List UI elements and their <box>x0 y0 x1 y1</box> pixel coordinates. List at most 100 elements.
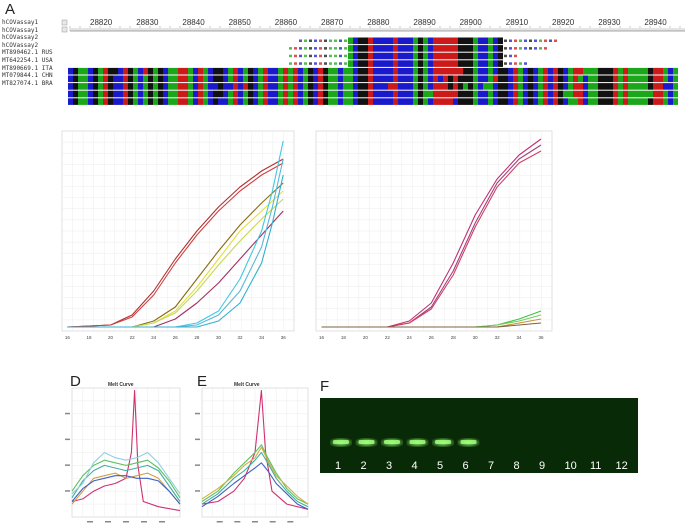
alignment-scroll-corner-2[interactable] <box>61 26 68 33</box>
base-block <box>428 52 433 60</box>
base-block <box>108 75 113 83</box>
base-block <box>338 90 343 98</box>
base-block <box>83 67 88 75</box>
base-block <box>388 75 393 83</box>
alignment-scroll-corner[interactable] <box>61 19 68 26</box>
base-block <box>568 75 573 83</box>
assay-base-letter <box>304 39 307 42</box>
sequence-alignment <box>0 18 685 120</box>
base-block <box>358 67 363 75</box>
assay-base-letter <box>509 39 512 42</box>
assay-base-letter <box>519 39 522 42</box>
base-block <box>508 83 513 90</box>
melt-curve-chart-e: Melt Curve <box>190 380 310 527</box>
base-block <box>333 98 338 105</box>
base-block <box>408 52 413 60</box>
base-block <box>548 90 553 98</box>
base-block <box>203 90 208 98</box>
base-block <box>403 60 408 67</box>
base-block <box>398 45 403 52</box>
base-block <box>598 90 603 98</box>
base-block <box>293 98 298 105</box>
base-block <box>478 98 483 105</box>
base-block <box>223 90 228 98</box>
base-block <box>608 98 613 105</box>
base-block <box>598 98 603 105</box>
base-block <box>428 60 433 67</box>
base-block <box>163 67 168 75</box>
base-block <box>573 67 578 75</box>
base-block <box>483 83 488 90</box>
base-block <box>593 75 598 83</box>
base-block <box>473 67 478 75</box>
assay-base-letter <box>299 39 302 42</box>
base-block <box>573 75 578 83</box>
assay-base-letter <box>539 47 542 50</box>
base-block <box>363 90 368 98</box>
base-block <box>568 98 573 105</box>
assay-base-letter <box>514 62 517 65</box>
assay-base-letter <box>324 39 327 42</box>
base-block <box>638 75 643 83</box>
base-block <box>543 83 548 90</box>
base-block <box>373 83 378 90</box>
base-block <box>138 75 143 83</box>
base-block <box>493 52 498 60</box>
base-block <box>413 98 418 105</box>
base-block <box>183 90 188 98</box>
base-block <box>398 67 403 75</box>
base-block <box>288 98 293 105</box>
base-block <box>368 37 373 45</box>
base-block <box>583 75 588 83</box>
base-block <box>573 90 578 98</box>
base-block <box>438 60 443 67</box>
assay-base-letter <box>314 47 317 50</box>
panel-letter-e: E <box>197 373 208 390</box>
base-block <box>383 37 388 45</box>
base-block <box>378 75 383 83</box>
base-block <box>223 83 228 90</box>
base-block <box>358 45 363 52</box>
base-block <box>173 83 178 90</box>
base-block <box>448 83 453 90</box>
assay-base-letter <box>544 39 547 42</box>
base-block <box>488 98 493 105</box>
base-block <box>443 37 448 45</box>
base-block <box>598 75 603 83</box>
base-block <box>113 83 118 90</box>
base-block <box>533 98 538 105</box>
base-block <box>603 98 608 105</box>
x-tick-label: 22 <box>130 335 136 340</box>
sequence-name: hCOVassay2 <box>2 41 39 49</box>
gel-lane-label: 9 <box>539 460 546 472</box>
base-block <box>148 75 153 83</box>
base-block <box>403 67 408 75</box>
base-block <box>648 83 653 90</box>
base-block <box>378 60 383 67</box>
base-block <box>498 98 503 105</box>
assay-base-letter <box>329 47 332 50</box>
base-block <box>323 90 328 98</box>
x-tick-label: 24 <box>151 335 157 340</box>
base-block <box>373 52 378 60</box>
base-block <box>618 98 623 105</box>
gel-band <box>333 440 349 444</box>
base-block <box>408 60 413 67</box>
base-block <box>393 45 398 52</box>
base-block <box>93 67 98 75</box>
base-block <box>113 67 118 75</box>
base-block <box>553 75 558 83</box>
base-block <box>673 67 678 75</box>
base-block <box>388 83 393 90</box>
base-block <box>243 90 248 98</box>
base-block <box>643 67 648 75</box>
base-block <box>233 75 238 83</box>
base-block <box>348 45 353 52</box>
base-block <box>343 75 348 83</box>
base-block <box>588 98 593 105</box>
base-block <box>498 90 503 98</box>
base-block <box>563 98 568 105</box>
base-block <box>428 67 433 75</box>
base-block <box>373 98 378 105</box>
base-block <box>593 98 598 105</box>
